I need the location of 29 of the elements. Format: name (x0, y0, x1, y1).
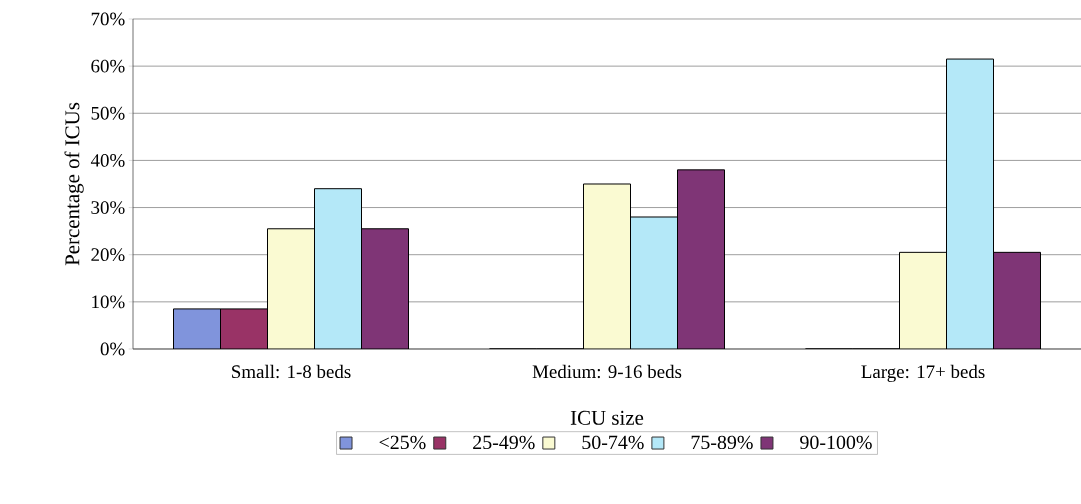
x-tick-label: Large: 17+ beds (861, 364, 985, 382)
x-axis-title: ICU size (570, 410, 644, 425)
y-tick-label: 0% (100, 342, 125, 356)
bar (173, 308, 222, 349)
legend-label: 75-89% (691, 435, 753, 450)
x-tick-label: Small: 1-8 beds (232, 364, 351, 379)
y-tick-label: 60% (91, 59, 125, 73)
legend-label: 50-74% (582, 435, 644, 450)
bar (677, 169, 726, 349)
x-tick-label: Medium: 9-16 beds (532, 364, 682, 379)
bar (267, 228, 316, 349)
bar (946, 58, 995, 349)
legend-label: 25-49% (473, 435, 535, 450)
y-axis-title: Percentage of ICUs (64, 102, 84, 266)
legend-label: <25% (379, 435, 426, 450)
bar (993, 251, 1042, 349)
y-tick-label: 20% (91, 248, 125, 262)
bar (899, 251, 948, 349)
y-tick-label: 30% (91, 201, 125, 214)
bar (630, 216, 679, 349)
bar (583, 183, 632, 349)
y-tick-label: 40% (90, 154, 125, 167)
y-tick-label: 10% (92, 295, 125, 309)
bar (220, 308, 269, 349)
y-tick-label: 50% (91, 106, 125, 120)
y-tick-label: 70% (91, 12, 125, 26)
bar (361, 228, 410, 349)
bar (314, 188, 363, 349)
legend-label: 90-100% (800, 435, 872, 450)
